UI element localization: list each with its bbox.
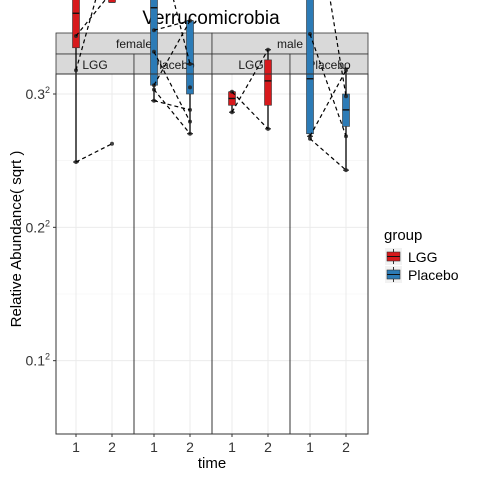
y-tick-exponent: 2: [45, 85, 50, 95]
panel-background: [212, 74, 290, 434]
box-body: [108, 0, 116, 3]
paired-line: [231, 49, 269, 113]
box-body: [306, 0, 314, 135]
y-tick-label: 0.32: [26, 85, 50, 102]
paired-line: [153, 89, 191, 135]
legend: group LGG Placebo: [384, 227, 459, 283]
paired-line: [172, 0, 191, 65]
paired-line: [231, 91, 269, 130]
box-body: [150, 0, 158, 86]
strip-group-label: LGG: [238, 58, 263, 72]
data-point: [344, 94, 348, 99]
paired-line: [153, 51, 191, 122]
y-tick-exponent: 2: [45, 218, 50, 228]
y-tick-label: 0.12: [26, 352, 50, 369]
x-tick-label: 2: [264, 439, 272, 455]
strip-group-label: LGG: [82, 58, 107, 72]
x-tick-label: 1: [72, 439, 80, 455]
x-tick-label: 1: [228, 439, 236, 455]
x-tick-label: 1: [306, 439, 314, 455]
strip-group-label: Placebo: [307, 58, 351, 72]
paired-lines: [75, 0, 347, 171]
panel-background: [290, 74, 368, 434]
y-axis: 0.12 0.22 0.32: [26, 85, 56, 369]
box-body: [186, 20, 194, 95]
paired-line: [309, 69, 347, 137]
paired-line: [329, 0, 347, 97]
panel-background: [56, 74, 134, 434]
x-tick-label: 2: [108, 439, 116, 455]
x-axis-title: time: [198, 455, 226, 472]
data-point: [188, 85, 192, 90]
legend-title: group: [384, 227, 422, 244]
data-point: [344, 168, 348, 173]
strip-sex-label: male: [277, 37, 303, 51]
strip-group-label: Placebo: [151, 58, 195, 72]
x-tick-label: 2: [342, 439, 350, 455]
data-point: [188, 62, 192, 67]
y-tick-exponent: 2: [45, 352, 50, 362]
paired-line: [75, 0, 106, 37]
x-tick-label: 1: [150, 439, 158, 455]
y-axis-title: Relative Abundance( sqrt ): [8, 151, 25, 328]
box-body: [264, 59, 272, 106]
y-tick-label: 0.22: [26, 218, 50, 235]
data-point: [110, 141, 114, 146]
paired-line: [75, 0, 97, 71]
x-tick-label: 2: [186, 439, 194, 455]
legend-item-label: LGG: [408, 249, 438, 265]
paired-line: [153, 20, 191, 31]
box-body: [72, 0, 80, 49]
chart-title: Verrucomicrobia: [142, 8, 280, 29]
paired-line: [153, 100, 191, 111]
paired-line: [309, 138, 347, 171]
panel-border: [289, 73, 369, 435]
legend-item-label: Placebo: [408, 267, 459, 283]
strip-sex-label: female: [116, 37, 152, 51]
paired-line: [153, 20, 191, 86]
panel-background: [134, 74, 212, 434]
